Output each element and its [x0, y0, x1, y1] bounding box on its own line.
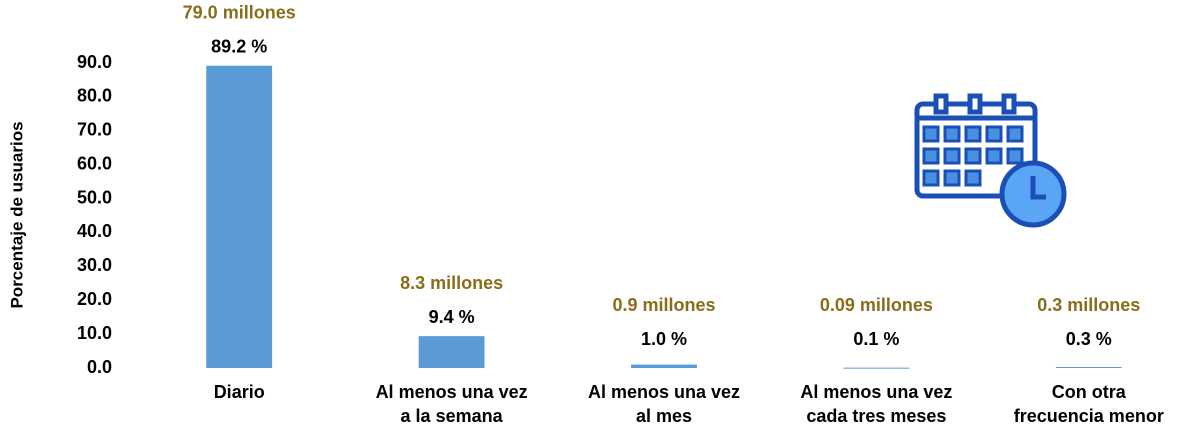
y-tick-label: 10.0 [77, 323, 112, 343]
x-tick-label: Al menos una vez a la semana [376, 382, 528, 426]
y-tick-label: 20.0 [77, 289, 112, 309]
y-tick-label: 40.0 [77, 221, 112, 241]
y-tick-label: 0.0 [87, 357, 112, 377]
annotation: 0.09 millones [820, 295, 933, 315]
value-label: 89.2 % [211, 36, 267, 56]
value-label: 9.4 % [429, 307, 475, 327]
value-label: 0.1 % [853, 329, 899, 349]
y-tick-label: 70.0 [77, 120, 112, 140]
y-tick-label: 60.0 [77, 153, 112, 173]
annotation: 0.3 millones [1037, 295, 1140, 315]
annotation: 8.3 millones [400, 273, 503, 293]
calendar-icon [914, 93, 1067, 228]
bar [631, 364, 697, 368]
y-axis-label: Porcentaje de usuarios [7, 121, 26, 308]
x-tick-label: Al menos una vez cada tres meses [800, 382, 952, 426]
bar [418, 336, 485, 368]
bar [1055, 366, 1122, 368]
y-tick-label: 90.0 [77, 52, 112, 72]
bar [843, 367, 910, 369]
bar [206, 65, 273, 368]
y-tick-label: 50.0 [77, 187, 112, 207]
value-label: 0.3 % [1066, 329, 1112, 349]
y-tick-label: 80.0 [77, 86, 112, 106]
value-label: 1.0 % [641, 329, 687, 349]
x-tick-label: Con otra frecuencia menor [1014, 382, 1164, 426]
x-tick-label: Al menos una vez al mes [588, 382, 740, 426]
x-tick-label: Diario [214, 382, 265, 402]
annotation: 79.0 millones [183, 2, 296, 22]
y-tick-label: 30.0 [77, 255, 112, 275]
annotation: 0.9 millones [612, 295, 715, 315]
